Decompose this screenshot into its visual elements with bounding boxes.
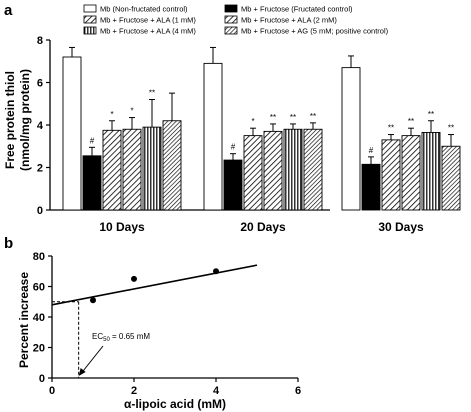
legend-swatch [83, 4, 97, 13]
y-tick-label-b: 0 [39, 373, 45, 385]
y-tick-label: 8 [37, 35, 43, 47]
bar [122, 128, 142, 211]
bar [341, 67, 361, 211]
ec50-annotation: EC50 = 0.65 mM [92, 332, 150, 343]
legend-swatch [83, 26, 97, 35]
significance-mark: # [369, 146, 374, 155]
legend-label: Mb + Fructose + ALA (1 mM) [100, 16, 196, 25]
significance-mark: # [90, 136, 95, 145]
y-axis-title-b: Percent increase [17, 272, 31, 368]
legend: Mb (Non-fructated control) Mb + Fructose … [83, 4, 389, 36]
panel-b-plot [51, 264, 258, 378]
significance-mark: ** [270, 113, 276, 122]
bar [441, 145, 461, 211]
bar [381, 139, 401, 211]
bar [263, 130, 283, 211]
bar [401, 135, 421, 211]
y-tick-label-b: 80 [33, 251, 45, 263]
bar [102, 129, 122, 211]
panel-b-scatter-chart: Percent increase α-lipoic acid (mM) 0204… [17, 251, 301, 411]
significance-mark: ** [408, 117, 414, 126]
category-labels: 10 Days 20 Days 30 Days [99, 220, 424, 234]
x-axis-title-b: α-lipoic acid (mM) [124, 397, 226, 411]
significance-mark: ** [310, 112, 316, 121]
y-tick-label-b: 40 [33, 312, 45, 324]
bar [162, 120, 182, 211]
y-tick-label-b: 60 [33, 282, 45, 294]
bar [82, 155, 102, 211]
bar [421, 131, 441, 211]
legend-label: Mb + Fructose (Fructated control) [241, 5, 353, 14]
legend-label: Mb + Fructose + ALA (2 mM) [241, 16, 337, 25]
category-label: 20 Days [240, 220, 286, 234]
significance-mark: ** [388, 124, 394, 133]
bar [142, 126, 162, 211]
bar [203, 62, 223, 211]
legend-label: Mb + Fructose + AG (5 mM; positive contr… [241, 27, 389, 36]
data-point [131, 275, 137, 282]
bar [361, 163, 381, 211]
legend-label: Mb + Fructose + ALA (4 mM) [100, 27, 196, 36]
data-point [213, 268, 219, 275]
bar [303, 128, 323, 211]
x-tick-label-b: 0 [49, 385, 55, 397]
panel-a-bar-chart: Mb (Non-fructated control) Mb + Fructose … [3, 4, 461, 234]
bar [243, 135, 263, 211]
x-tick-label-b: 6 [295, 385, 301, 397]
significance-mark: ** [448, 124, 454, 133]
y-tick-label: 2 [37, 163, 43, 175]
y-axis-title-line2: (nmol/mg protein) [18, 69, 32, 171]
category-label: 10 Days [99, 220, 145, 234]
bars: #* ***#* ** ** **#******** [62, 46, 461, 211]
y-tick-label: 6 [37, 78, 43, 90]
legend-swatch [224, 26, 238, 35]
ec50-arrow-shaft [80, 345, 104, 375]
y-tick-label-b: 20 [33, 343, 45, 355]
y-tick-label: 0 [37, 205, 43, 217]
bar [62, 56, 82, 211]
panel-label-b: b [4, 235, 13, 252]
significance-mark: * [251, 117, 254, 126]
y-tick-label: 4 [37, 120, 44, 132]
significance-mark: * [110, 110, 113, 119]
regression-line [51, 264, 258, 306]
category-label: 30 Days [378, 220, 424, 234]
significance-mark: ** [290, 113, 296, 122]
ec50-arrow-head [78, 368, 86, 376]
significance-mark: ** [428, 110, 434, 119]
legend-swatch [224, 15, 238, 24]
x-tick-label-b: 2 [131, 385, 137, 397]
x-tick-label-b: 4 [213, 385, 220, 397]
legend-swatch [83, 15, 97, 24]
significance-mark: ** [149, 89, 155, 98]
panel-label-a: a [4, 2, 13, 19]
data-point [90, 297, 96, 304]
legend-swatch [224, 4, 238, 13]
significance-mark: # [231, 143, 236, 152]
bar [283, 128, 303, 211]
bar [223, 159, 243, 211]
significance-mark: * [130, 107, 133, 116]
legend-label: Mb (Non-fructated control) [100, 5, 188, 14]
y-axis-title-line1: Free protein thiol [3, 71, 17, 169]
panel-b-axes: 0 20 40 60 80 0 2 4 6 [33, 251, 301, 397]
